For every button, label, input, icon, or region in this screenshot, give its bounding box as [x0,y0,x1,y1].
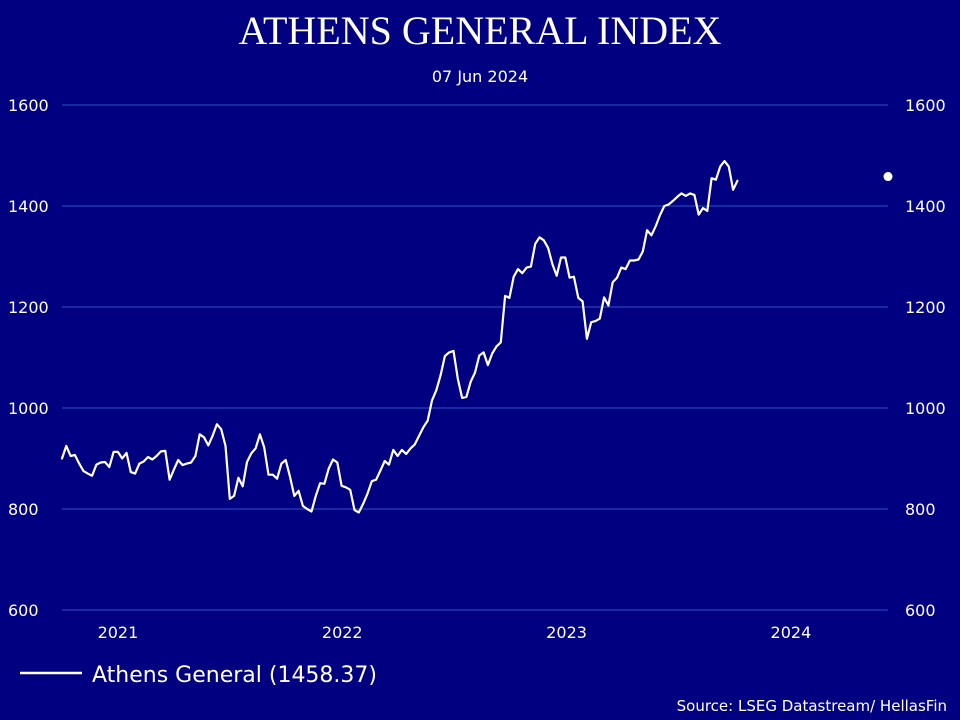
x-axis: 2021 2022 2023 2024 [98,623,812,642]
x-tick-2022: 2022 [322,623,363,642]
x-tick-2023: 2023 [546,623,587,642]
chart-subtitle: 07 Jun 2024 [432,67,528,86]
legend: Athens General (1458.37) [20,663,377,688]
y-tick-right-600: 600 [905,601,936,620]
x-tick-2024: 2024 [771,623,812,642]
y-axis-right: 600 800 1000 1200 1400 1600 [905,96,946,620]
series-layer [60,160,893,514]
legend-label: Athens General (1458.37) [92,663,377,688]
y-tick-right-800: 800 [905,500,936,519]
gridlines [62,104,888,611]
y-tick-left-600: 600 [8,601,39,620]
y-axis-left: 600 800 1000 1200 1400 1600 [8,96,49,620]
chart-title: ATHENS GENERAL INDEX [239,8,722,53]
y-tick-right-1400: 1400 [905,197,946,216]
y-tick-left-1200: 1200 [8,298,49,317]
y-tick-right-1200: 1200 [905,298,946,317]
y-tick-left-1400: 1400 [8,197,49,216]
x-tick-2021: 2021 [98,623,139,642]
y-tick-left-1000: 1000 [8,399,49,418]
y-tick-left-800: 800 [8,500,39,519]
y-tick-left-1600: 1600 [8,96,49,115]
series-line-0 [60,160,739,514]
y-tick-right-1000: 1000 [905,399,946,418]
y-tick-right-1600: 1600 [905,96,946,115]
last-value-point-0 [883,172,893,182]
source-note: Source: LSEG Datastream/ HellasFin [677,697,947,715]
